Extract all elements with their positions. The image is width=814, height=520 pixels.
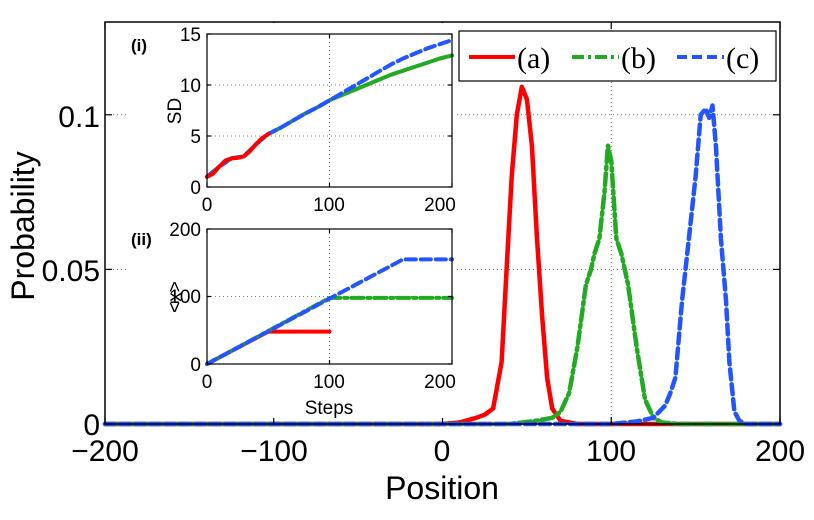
inset-ii-ylabel: <x>	[165, 281, 186, 313]
inset-i-xtick-label: 0	[202, 195, 213, 216]
inset-ii-grid	[207, 229, 452, 364]
inset-ii-panel-label: (ii)	[131, 230, 152, 249]
inset-i: (i) 0 5 10 15 0 100 200 SD	[127, 23, 456, 216]
main-xtick-label: −100	[240, 435, 308, 468]
inset-i-ylabel: SD	[165, 98, 186, 124]
main-ytick-label: 0.05	[42, 255, 100, 288]
inset-i-series	[205, 38, 454, 179]
main-ytick-label: 0.1	[58, 101, 100, 134]
inset-i-xtick-label: 100	[313, 195, 345, 216]
main-ylabel: Probability	[5, 151, 41, 300]
main-xlabel: Position	[385, 470, 499, 506]
series-line-b	[102, 143, 783, 427]
main-ytick-label: 0	[83, 409, 100, 442]
inset-ii-ytick-label: 100	[169, 287, 201, 308]
inset-ii-xtick-label: 100	[313, 372, 345, 393]
legend-label-b: (b)	[621, 42, 656, 75]
main-xtick-label: 100	[586, 435, 636, 468]
inset-i-panel-label: (i)	[131, 36, 147, 55]
legend-label-c: (c)	[726, 42, 759, 75]
inset-ii-xtick-label: 0	[202, 372, 213, 393]
inset-i-ticks	[206, 33, 453, 188]
inset-i-xtick-label: 200	[424, 195, 456, 216]
main-series	[102, 84, 783, 427]
inset-ii-ytick-label: 200	[169, 220, 201, 241]
inset-ii-ytick-label: 0	[190, 355, 201, 376]
series-line-c	[102, 103, 783, 427]
inset-ii: (ii) 0 100 200 0 100 200 Steps <x>	[127, 218, 456, 419]
inset-ii-series	[205, 257, 454, 366]
series-line-a	[102, 84, 783, 427]
inset-i-ytick-label: 5	[190, 127, 201, 148]
series-line-a	[205, 132, 271, 179]
inset-ii-xtick-label: 200	[424, 372, 456, 393]
inset-ii-ticks	[206, 228, 453, 365]
inset-i-ytick-label: 10	[180, 76, 201, 97]
main-xtick-label: −200	[71, 435, 139, 468]
inset-i-ytick-label: 15	[180, 25, 201, 46]
main-xtick-label: 200	[755, 435, 805, 468]
main-xtick-label: 0	[434, 435, 451, 468]
legend: (a) (b) (c)	[458, 30, 777, 82]
inset-i-grid	[207, 34, 452, 187]
inset-ii-xlabel: Steps	[305, 398, 354, 419]
legend-label-a: (a)	[517, 42, 550, 75]
inset-i-ytick-label: 0	[190, 178, 201, 199]
series-line-c	[205, 257, 454, 366]
